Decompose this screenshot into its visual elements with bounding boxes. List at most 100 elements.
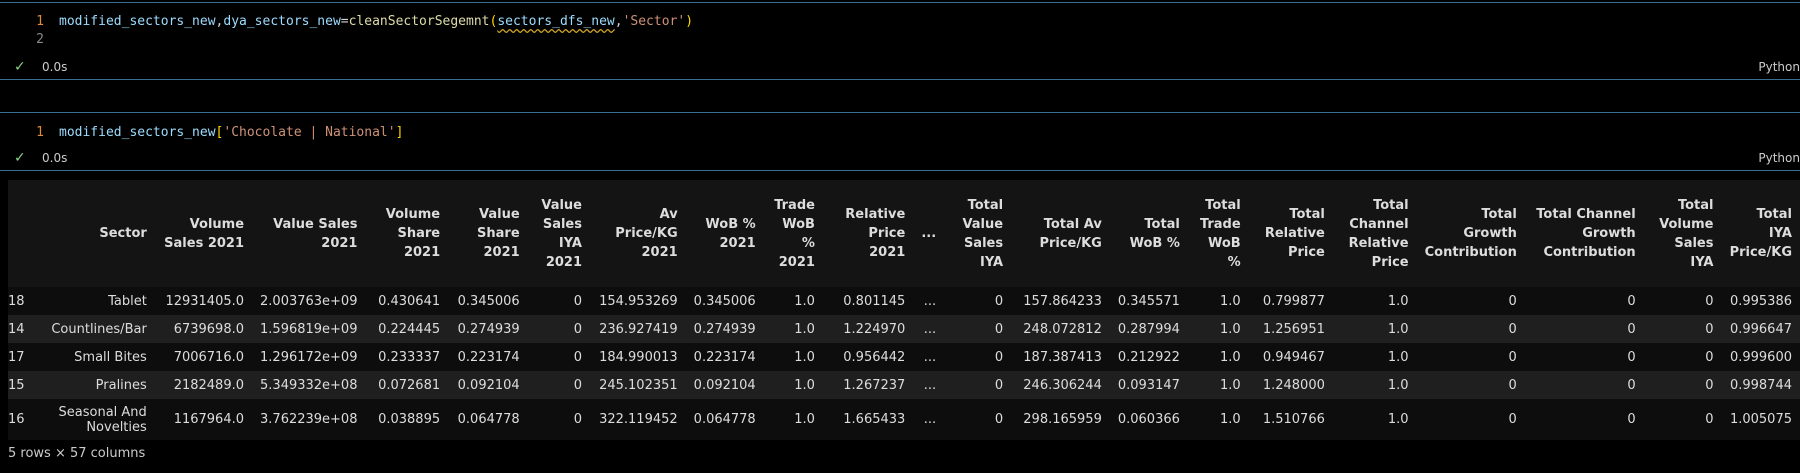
table-cell: 0 [944, 399, 1012, 440]
table-cell: 1.005075 [1721, 399, 1800, 440]
language-label[interactable]: Python [1758, 60, 1800, 74]
table-cell: 322.119452 [590, 399, 686, 440]
table-cell: 0.274939 [448, 315, 528, 343]
column-header: Trade WoB % 2021 [763, 180, 823, 287]
table-cell: 0 [527, 315, 590, 343]
code-cell-2[interactable]: 1 modified_sectors_new['Chocolate | Nati… [0, 125, 1800, 145]
column-header: Total Av Price/KG [1011, 180, 1110, 287]
cell-top-border [0, 2, 1800, 3]
table-cell: 0.212922 [1109, 343, 1188, 371]
table-cell: 0.995386 [1721, 287, 1800, 315]
table-cell: 0.064778 [448, 399, 528, 440]
code-cell-1[interactable]: 1 modified_sectors_new,dya_sectors_new=c… [0, 14, 1800, 54]
table-cell: 1.0 [1187, 287, 1249, 315]
table-cell: 0.999600 [1721, 343, 1800, 371]
cell-divider [0, 79, 1800, 80]
column-header: Av Price/KG 2021 [590, 180, 686, 287]
column-header: Total Channel Growth Contribution [1524, 180, 1644, 287]
table-cell: 2.003763e+09 [252, 287, 366, 315]
table-cell: 0.287994 [1109, 315, 1188, 343]
table-cell: 0 [944, 315, 1012, 343]
table-cell: 0 [1643, 371, 1722, 399]
table-cell: 0 [1416, 287, 1525, 315]
warning-squiggle[interactable]: sectors_dfs_new [497, 14, 615, 29]
table-cell: ... [913, 371, 945, 399]
row-index: 14 [8, 315, 39, 343]
table-cell: 1.596819e+09 [252, 315, 366, 343]
table-cell: Tablet [38, 287, 155, 315]
column-header: Total Channel Relative Price [1332, 180, 1417, 287]
table-cell: 0 [1643, 399, 1722, 440]
table-cell: 1.0 [763, 371, 823, 399]
table-cell: 236.927419 [590, 315, 686, 343]
dataframe-output: Sector Volume Sales 2021 Value Sales 2021 V… [8, 180, 1800, 440]
checkmark-icon: ✓ [14, 150, 26, 166]
table-cell: 0.093147 [1109, 371, 1188, 399]
column-header: Volume Share 2021 [365, 180, 449, 287]
index-header [8, 180, 39, 287]
table-cell: 1.0 [763, 399, 823, 440]
table-cell: 1.267237 [822, 371, 914, 399]
table-cell: 187.387413 [1011, 343, 1110, 371]
row-index: 16 [8, 399, 39, 440]
execution-time: 0.0s [42, 60, 68, 74]
code-line-1[interactable]: modified_sectors_new['Chocolate | Nation… [59, 125, 404, 140]
language-label[interactable]: Python [1758, 151, 1800, 165]
table-cell: ... [913, 315, 945, 343]
table-cell: 7006716.0 [154, 343, 253, 371]
table-cell: 1.0 [1332, 399, 1417, 440]
table-cell: 0.345006 [685, 287, 764, 315]
column-header: Value Sales 2021 [252, 180, 366, 287]
cell-top-border [0, 112, 1800, 113]
table-cell: 1.0 [763, 343, 823, 371]
table-cell: ... [913, 399, 945, 440]
dataframe-table: Sector Volume Sales 2021 Value Sales 2021 V… [8, 180, 1800, 440]
table-cell: Pralines [38, 371, 155, 399]
column-header: Relative Price 2021 [822, 180, 914, 287]
table-cell: 0.274939 [685, 315, 764, 343]
table-cell: 0 [1416, 315, 1525, 343]
table-cell: 1.0 [1187, 371, 1249, 399]
column-header: Total Relative Price [1248, 180, 1333, 287]
table-row: 14 Countlines/Bar 6739698.0 1.596819e+09 0.2… [8, 315, 1800, 343]
cell-2-status: ✓ 0.0s Python [0, 150, 1800, 168]
table-cell: 1.510766 [1248, 399, 1333, 440]
table-cell: ... [913, 343, 945, 371]
column-header: Total Volume Sales IYA [1643, 180, 1722, 287]
table-cell: 0.038895 [365, 399, 449, 440]
table-cell: 0 [527, 399, 590, 440]
table-cell: 1.665433 [822, 399, 914, 440]
table-cell: 0.949467 [1248, 343, 1333, 371]
table-row: 18 Tablet 12931405.0 2.003763e+09 0.430641 0.… [8, 287, 1800, 315]
column-header: Sector [38, 180, 155, 287]
table-cell: Seasonal And Novelties [38, 399, 155, 440]
table-cell: 0 [1643, 315, 1722, 343]
table-cell: 0.092104 [685, 371, 764, 399]
table-cell: 1.0 [1332, 287, 1417, 315]
table-cell: 1.248000 [1248, 371, 1333, 399]
table-cell: 1167964.0 [154, 399, 253, 440]
table-cell: 1.0 [763, 315, 823, 343]
checkmark-icon: ✓ [14, 59, 26, 75]
table-cell: 0.223174 [448, 343, 528, 371]
line-number: 1 [36, 125, 44, 140]
table-cell: 246.306244 [1011, 371, 1110, 399]
table-cell: 1.224970 [822, 315, 914, 343]
code-line-1[interactable]: modified_sectors_new,dya_sectors_new=cle… [59, 14, 694, 29]
column-header: Value Sales IYA 2021 [527, 180, 590, 287]
table-cell: 0.345006 [448, 287, 528, 315]
column-header: Value Share 2021 [448, 180, 528, 287]
table-cell: 245.102351 [590, 371, 686, 399]
table-cell: 248.072812 [1011, 315, 1110, 343]
table-cell: 0.799877 [1248, 287, 1333, 315]
row-index: 17 [8, 343, 39, 371]
table-row: 15 Pralines 2182489.0 5.349332e+08 0.072681 0… [8, 371, 1800, 399]
table-row: 17 Small Bites 7006716.0 1.296172e+09 0.2333… [8, 343, 1800, 371]
table-cell: 5.349332e+08 [252, 371, 366, 399]
table-cell: 0.072681 [365, 371, 449, 399]
column-header: ... [913, 180, 945, 287]
table-cell: 0 [527, 287, 590, 315]
table-cell: 154.953269 [590, 287, 686, 315]
table-cell: 0.064778 [685, 399, 764, 440]
table-cell: 0 [1524, 371, 1644, 399]
